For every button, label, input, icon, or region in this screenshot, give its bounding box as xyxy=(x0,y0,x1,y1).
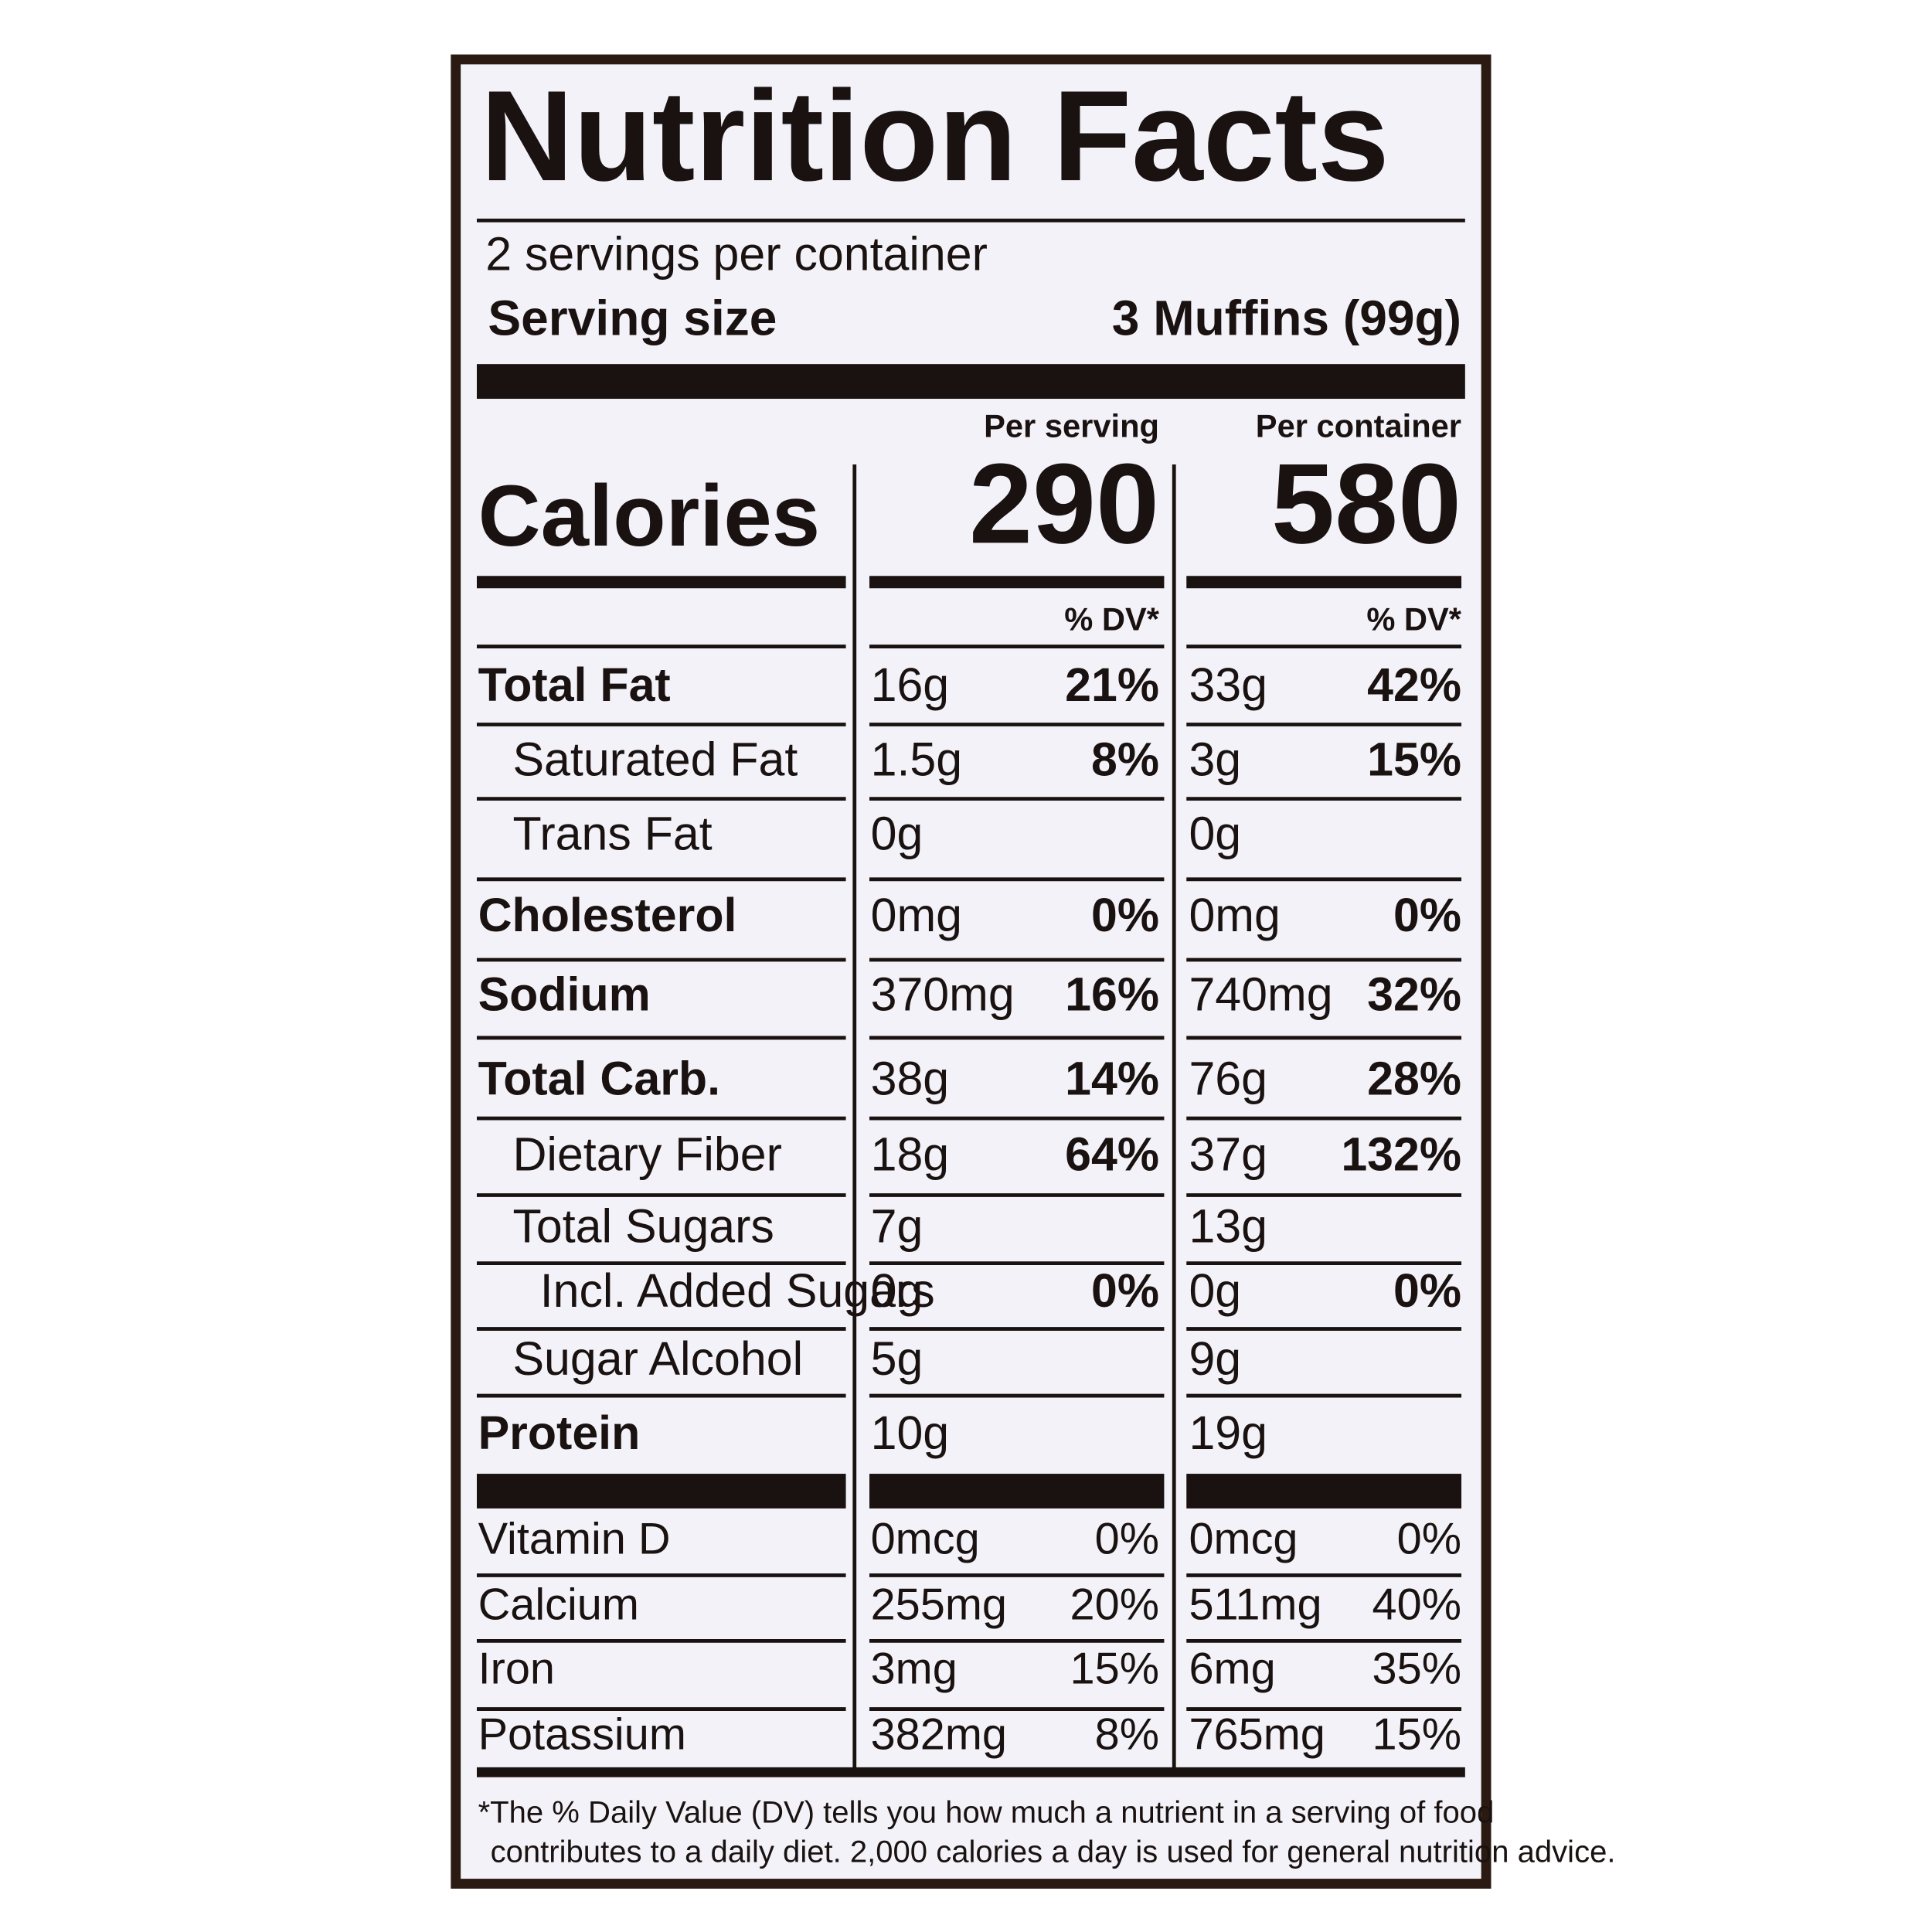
serving-size-label: Serving size xyxy=(488,291,777,346)
footnote: *The % Daily Value (DV) tells you how mu… xyxy=(478,1795,1495,1829)
calories-label: Calories xyxy=(478,467,821,564)
nutrient-name: Saturated Fat xyxy=(512,733,798,785)
nutrient-name: Total Sugars xyxy=(512,1199,774,1252)
amount: 0g xyxy=(1189,1264,1241,1317)
nutrient-name: Trans Fat xyxy=(512,807,712,859)
dv-header: % DV* xyxy=(1366,600,1461,637)
nutrient-name: Total Fat xyxy=(478,658,671,711)
amount: 5g xyxy=(871,1332,923,1385)
nutrient-name: Sodium xyxy=(478,968,651,1021)
amount: 0g xyxy=(871,1264,923,1317)
rows: Total Fat 16g 21% 33g 42% Saturated Fat 1.5g 8%… xyxy=(476,576,1465,1777)
nutrient-name: Incl. Added Sugars xyxy=(540,1264,935,1317)
label-box xyxy=(451,54,1492,1889)
nutrient-name: Potassium xyxy=(478,1710,686,1760)
nutrient-name: Sugar Alcohol xyxy=(512,1332,803,1385)
amount: 7g xyxy=(871,1199,923,1252)
amount: 511mg xyxy=(1189,1580,1321,1629)
daily-value: 28% xyxy=(1367,1053,1461,1105)
thick-rule xyxy=(1186,1474,1462,1509)
amount: 1.5g xyxy=(871,733,962,785)
daily-value: 0% xyxy=(1393,889,1461,941)
amount: 0mg xyxy=(871,889,962,941)
nutrient-name: Calcium xyxy=(478,1580,639,1629)
amount: 0g xyxy=(1189,807,1241,859)
amount: 740mg xyxy=(1189,968,1332,1021)
column-header: Per serving xyxy=(984,407,1159,444)
thick-rule xyxy=(476,1474,846,1509)
daily-value: 0% xyxy=(1091,1264,1159,1317)
daily-value: 40% xyxy=(1372,1580,1461,1629)
daily-value: 32% xyxy=(1367,968,1461,1021)
title: Nutrition Facts xyxy=(481,64,1389,208)
daily-value: 16% xyxy=(1065,968,1159,1021)
amount: 37g xyxy=(1189,1128,1267,1180)
nutrient-name: Vitamin D xyxy=(478,1514,671,1563)
calories-value: 580 xyxy=(1271,440,1461,567)
column-header: Per container xyxy=(1256,407,1461,444)
thick-rule xyxy=(476,364,1465,400)
daily-value: 0% xyxy=(1393,1264,1461,1317)
footnote: contributes to a daily diet. 2,000 calor… xyxy=(491,1835,1616,1869)
amount: 370mg xyxy=(871,968,1015,1021)
amount: 0mcg xyxy=(871,1514,980,1563)
amount: 382mg xyxy=(871,1710,1007,1760)
nutrient-name: Protein xyxy=(478,1406,641,1459)
amount: 76g xyxy=(1189,1053,1267,1105)
daily-value: 132% xyxy=(1341,1128,1461,1180)
thick-rule xyxy=(476,1767,1465,1777)
daily-value: 14% xyxy=(1065,1053,1159,1105)
amount: 16g xyxy=(871,658,950,711)
serving-size-value: 3 Muffins (99g) xyxy=(1112,291,1461,346)
daily-value: 8% xyxy=(1095,1710,1159,1760)
amount: 10g xyxy=(871,1406,950,1459)
amount: 18g xyxy=(871,1128,950,1180)
daily-value: 64% xyxy=(1065,1128,1159,1180)
daily-value: 15% xyxy=(1070,1645,1159,1694)
daily-value: 15% xyxy=(1367,733,1461,785)
nutrient-name: Cholesterol xyxy=(478,889,737,941)
daily-value: 0% xyxy=(1397,1514,1461,1563)
amount: 3g xyxy=(1189,733,1241,785)
nutrient-name: Total Carb. xyxy=(478,1053,720,1105)
amount: 6mg xyxy=(1189,1645,1275,1694)
daily-value: 0% xyxy=(1095,1514,1159,1563)
daily-value: 8% xyxy=(1091,733,1159,785)
amount: 3mg xyxy=(871,1645,957,1694)
amount: 38g xyxy=(871,1053,950,1105)
thick-rule xyxy=(869,1474,1165,1509)
calories-value: 290 xyxy=(969,440,1159,567)
amount: 0mg xyxy=(1189,889,1280,941)
dv-header: % DV* xyxy=(1064,600,1159,637)
amount: 0g xyxy=(871,807,923,859)
daily-value: 0% xyxy=(1091,889,1159,941)
amount: 19g xyxy=(1189,1406,1267,1459)
servings: 2 servings per container xyxy=(485,227,988,280)
amount: 765mg xyxy=(1189,1710,1325,1760)
amount: 0mcg xyxy=(1189,1514,1298,1563)
nutrient-name: Dietary Fiber xyxy=(512,1128,781,1180)
daily-value: 15% xyxy=(1372,1710,1461,1760)
amount: 13g xyxy=(1189,1199,1267,1252)
amount: 255mg xyxy=(871,1580,1007,1629)
daily-value: 35% xyxy=(1372,1645,1461,1694)
nutrient-name: Iron xyxy=(478,1645,555,1694)
amount: 33g xyxy=(1189,658,1267,711)
daily-value: 42% xyxy=(1367,658,1461,711)
daily-value: 20% xyxy=(1070,1580,1159,1629)
daily-value: 21% xyxy=(1065,658,1159,711)
amount: 9g xyxy=(1189,1332,1241,1385)
